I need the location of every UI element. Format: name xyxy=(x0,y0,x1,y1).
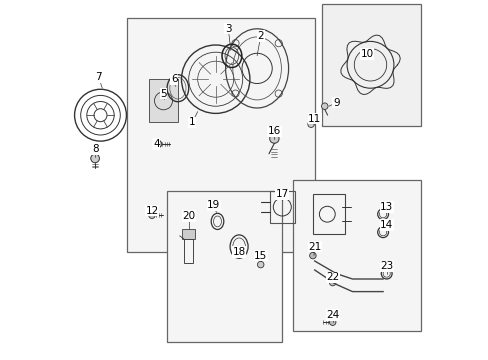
Circle shape xyxy=(269,134,279,143)
Text: 10: 10 xyxy=(360,49,373,59)
Text: 18: 18 xyxy=(232,247,245,257)
Circle shape xyxy=(307,121,314,127)
Text: 9: 9 xyxy=(332,98,339,108)
Circle shape xyxy=(309,252,316,259)
Bar xyxy=(167,191,282,342)
Circle shape xyxy=(321,103,327,109)
Text: 5: 5 xyxy=(160,89,166,99)
Circle shape xyxy=(91,154,99,163)
Text: 19: 19 xyxy=(207,200,220,210)
Bar xyxy=(149,79,178,122)
Bar xyxy=(182,229,195,239)
Bar xyxy=(312,194,345,234)
Text: 22: 22 xyxy=(325,272,339,282)
Text: 7: 7 xyxy=(95,72,102,82)
Text: 21: 21 xyxy=(307,242,321,252)
Text: 15: 15 xyxy=(254,251,267,261)
Text: 20: 20 xyxy=(182,211,195,221)
Text: 3: 3 xyxy=(224,24,231,34)
Bar xyxy=(127,18,314,252)
Text: 16: 16 xyxy=(267,126,281,136)
Bar xyxy=(321,4,420,126)
Text: 17: 17 xyxy=(275,189,288,199)
Circle shape xyxy=(154,140,162,148)
Bar xyxy=(184,239,193,263)
Circle shape xyxy=(329,279,335,286)
Text: 1: 1 xyxy=(188,117,195,127)
Text: 2: 2 xyxy=(257,31,264,41)
Text: 24: 24 xyxy=(325,310,339,320)
Circle shape xyxy=(257,261,264,268)
Circle shape xyxy=(148,212,155,219)
Text: 4: 4 xyxy=(153,139,159,149)
Bar xyxy=(292,180,420,331)
Text: 6: 6 xyxy=(171,74,177,84)
Bar xyxy=(269,191,294,223)
Text: 12: 12 xyxy=(145,206,158,216)
Text: 8: 8 xyxy=(92,144,98,154)
Text: 23: 23 xyxy=(379,261,392,271)
Text: 11: 11 xyxy=(307,114,321,124)
Text: 13: 13 xyxy=(379,202,392,212)
Text: 14: 14 xyxy=(379,220,392,230)
Circle shape xyxy=(329,319,335,325)
